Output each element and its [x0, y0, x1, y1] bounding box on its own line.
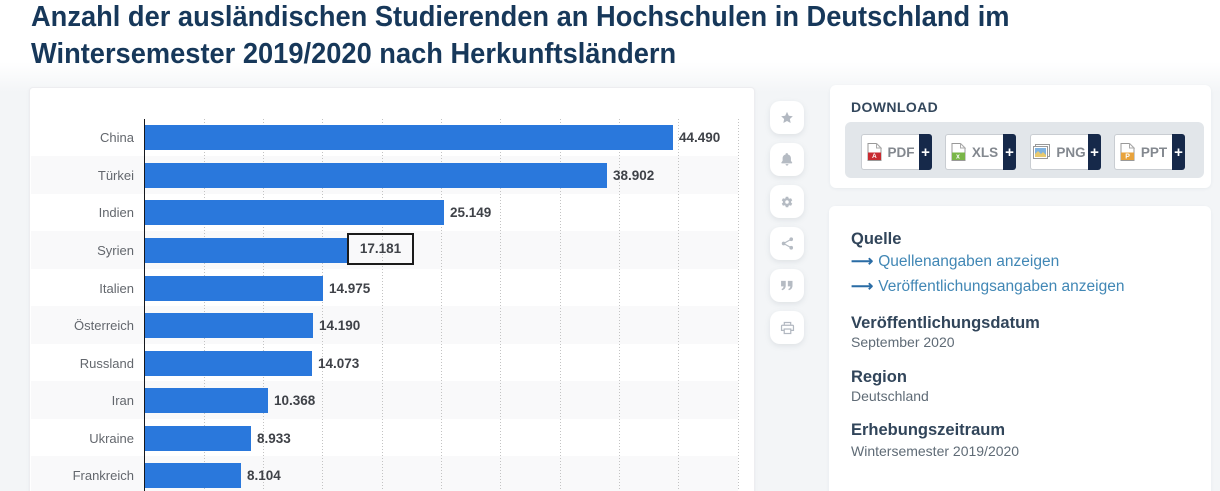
- svg-text:A: A: [872, 153, 877, 160]
- svg-text:P: P: [1125, 154, 1130, 161]
- svg-text:x: x: [956, 154, 960, 161]
